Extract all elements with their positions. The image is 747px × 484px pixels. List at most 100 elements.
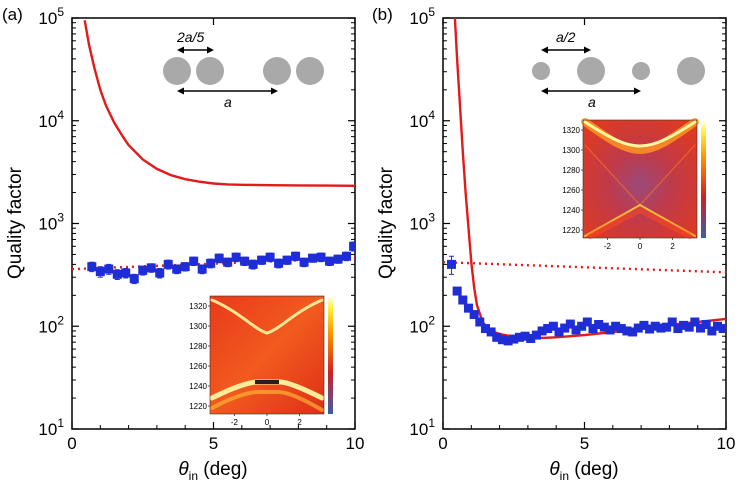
panel-a-inset-heatmap xyxy=(210,296,324,414)
panel-a-data-point xyxy=(316,252,326,262)
panel-a-top-arrow xyxy=(177,46,214,54)
panel-a-xlabel-sub: in xyxy=(189,469,198,483)
panel-b-data-point xyxy=(639,320,649,330)
panel-a-inset-bands xyxy=(209,298,325,412)
panel-b-ytick-label: 102 xyxy=(409,313,435,336)
panel-b-data-point xyxy=(531,330,541,340)
panel-b-rod-1 xyxy=(532,62,550,80)
panel-b-inset-ytick-label: 1300 xyxy=(562,146,580,155)
panel-b-top-arrow xyxy=(541,46,591,54)
panel-b-inset-ticks: 1220 1240 1260 1280 1300 1320 -2 0 2 xyxy=(562,126,675,251)
panel-a-ytick-label: 101 xyxy=(38,416,64,439)
panel-a: 101 102 103 104 105 0 5 10 2a/5 a xyxy=(38,5,364,453)
panel-a-data-point xyxy=(129,274,139,284)
panel-a-inset-ytick-label: 1280 xyxy=(189,342,207,351)
panel-a-xtick-label: 10 xyxy=(346,434,365,453)
panel-a-data-point xyxy=(180,262,190,272)
panel-b-inset-xtick-label: -2 xyxy=(604,242,612,251)
panel-a-ylabel: Quality factor xyxy=(5,166,26,279)
panel-b-xlabel-theta: θ xyxy=(549,459,560,480)
panel-b-data-point xyxy=(684,322,694,332)
panel-b-schematic: a/2 a xyxy=(532,29,705,110)
panel-a-data-point xyxy=(265,252,275,262)
panel-b-data-point xyxy=(475,317,485,327)
panel-b-inset-ytick-label: 1260 xyxy=(562,186,580,195)
panel-a-data-point xyxy=(104,264,114,274)
panel-a-rod-2 xyxy=(196,57,224,85)
panel-b-inset-ytick-label: 1240 xyxy=(562,206,580,215)
panel-a-inset-ticks: 1220 1240 1260 1280 1300 1320 -2 0 2 xyxy=(189,302,302,427)
panel-b-inset-ytick-label: 1280 xyxy=(562,166,580,175)
panel-b-inset-colorbar xyxy=(701,120,706,238)
panel-b-inset-ytick-label: 1220 xyxy=(562,226,580,235)
panel-b-data-point xyxy=(611,321,621,331)
panel-a-inset-xtick-label: 2 xyxy=(297,418,302,427)
panel-a-top-label: 2a/5 xyxy=(176,29,204,45)
panel-a-rod-3 xyxy=(263,57,291,85)
panel-b-xtick-label: 5 xyxy=(580,434,589,453)
panel-b-ytick-label: 105 xyxy=(409,5,435,28)
panel-b-data-point xyxy=(718,324,726,334)
panel-a-xlabel-theta: θ xyxy=(178,459,189,480)
panel-b-data-point xyxy=(458,295,468,305)
panel-a-data-point xyxy=(155,268,165,278)
panel-a-inset-ytick-label: 1320 xyxy=(189,302,207,311)
panel-a-data-point xyxy=(214,253,224,263)
panel-b-inset-xtick-label: 2 xyxy=(670,242,675,251)
panel-a-data-point xyxy=(146,263,156,273)
panel-a-data-point xyxy=(274,258,284,268)
panel-b-data-point xyxy=(560,323,570,333)
panel-b-data-point xyxy=(469,310,479,320)
panel-b-data-point xyxy=(656,323,666,333)
panel-a-inset-xtick-label: 0 xyxy=(265,418,270,427)
panel-a-data-point xyxy=(112,269,122,279)
panel-b-data-point xyxy=(526,333,536,343)
panel-b-data-point xyxy=(463,303,473,313)
panel-b-experiment-points xyxy=(446,255,726,346)
panel-a-data-point xyxy=(223,257,233,267)
panel-b-ytick-label: 104 xyxy=(409,108,435,131)
panel-b-bottom-label: a xyxy=(588,94,596,110)
panel-a-data-point xyxy=(325,256,335,266)
panel-b-ytick-label: 103 xyxy=(409,211,435,234)
panel-a-data-point xyxy=(240,256,250,266)
panel-b-inset-bands xyxy=(581,118,699,239)
panel-b-data-point xyxy=(446,259,456,269)
panel-a-inset-ytick-label: 1260 xyxy=(189,362,207,371)
panel-b-ytick-label: 101 xyxy=(409,416,435,439)
panel-b-data-point xyxy=(679,320,689,330)
panel-b-data-point xyxy=(645,324,655,334)
panel-b-fit-line xyxy=(443,261,726,274)
panel-b-top-label: a/2 xyxy=(556,29,576,45)
panel-a-inset: 1220 1240 1260 1280 1300 1320 -2 0 2 xyxy=(189,295,333,427)
panel-b-data-point xyxy=(520,331,530,341)
panel-a-data-point xyxy=(121,268,131,278)
panel-a-xlabel-unit: (deg) xyxy=(198,459,248,480)
panel-b-inset-heatmap xyxy=(583,120,697,238)
panel-a-theory-curve xyxy=(83,20,355,187)
panel-b-data-point xyxy=(497,335,507,345)
panel-a-data-point xyxy=(189,256,199,266)
panel-b-data-point xyxy=(713,321,723,331)
panel-b-data-point xyxy=(509,334,519,344)
panel-a-xtick-label: 5 xyxy=(209,434,218,453)
panel-b-data-point xyxy=(616,324,626,334)
panel-b-data-point xyxy=(577,321,587,331)
panel-a-inset-colorbar xyxy=(328,296,333,414)
panel-b-xlabel: θin (deg) xyxy=(549,459,618,483)
panel-b-rod-3 xyxy=(632,62,650,80)
panel-b-data-point xyxy=(486,327,496,337)
panel-b-data-point xyxy=(480,324,490,334)
panel-b-data-point xyxy=(554,327,564,337)
panel-a-ytick-label: 102 xyxy=(38,313,64,336)
panel-b-data-point xyxy=(667,317,677,327)
panel-b-inset-xtick-label: 0 xyxy=(638,242,643,251)
panel-a-data-point xyxy=(206,258,216,268)
panel-b-data-point xyxy=(707,326,717,336)
panel-b-data-point xyxy=(599,322,609,332)
panel-b-data-point xyxy=(548,321,558,331)
panel-a-bottom-label: a xyxy=(224,94,232,110)
panel-b-rod-2 xyxy=(577,57,605,85)
panel-a-inset-ytick-label: 1240 xyxy=(189,382,207,391)
